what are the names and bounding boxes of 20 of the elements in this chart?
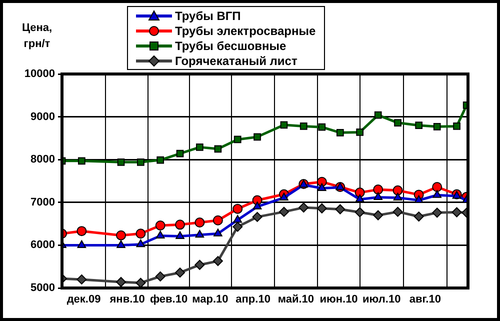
y-tick-label: 7000: [30, 196, 55, 208]
x-tick-label: май.10: [278, 294, 314, 306]
y-tick-label: 5000: [30, 282, 55, 294]
legend-label: Трубы бесшовные: [175, 38, 286, 52]
x-tick-label: мар.10: [192, 294, 228, 306]
y-tick-label: 6000: [30, 239, 55, 252]
y-tick-label: 9000: [30, 110, 55, 123]
legend-label: Трубы ВГП: [175, 8, 241, 22]
x-tick-label: авг.10: [409, 294, 441, 306]
y-axis-title: Цена, грн/т: [20, 21, 54, 52]
x-tick-label: фев.10: [150, 294, 188, 306]
x-tick-label: апр.10: [236, 294, 270, 306]
x-tick-label: июн.10: [320, 294, 358, 306]
legend-label: Трубы электросварные: [175, 24, 316, 38]
legend-label: Горячекатаный лист: [175, 54, 298, 68]
x-tick-label: июл.10: [362, 294, 401, 306]
x-tick-label: дек.09: [66, 294, 101, 306]
y-tick-label: 8000: [30, 154, 55, 166]
y-tick-label: 10000: [24, 68, 55, 80]
x-tick-label: янв.10: [110, 294, 145, 306]
